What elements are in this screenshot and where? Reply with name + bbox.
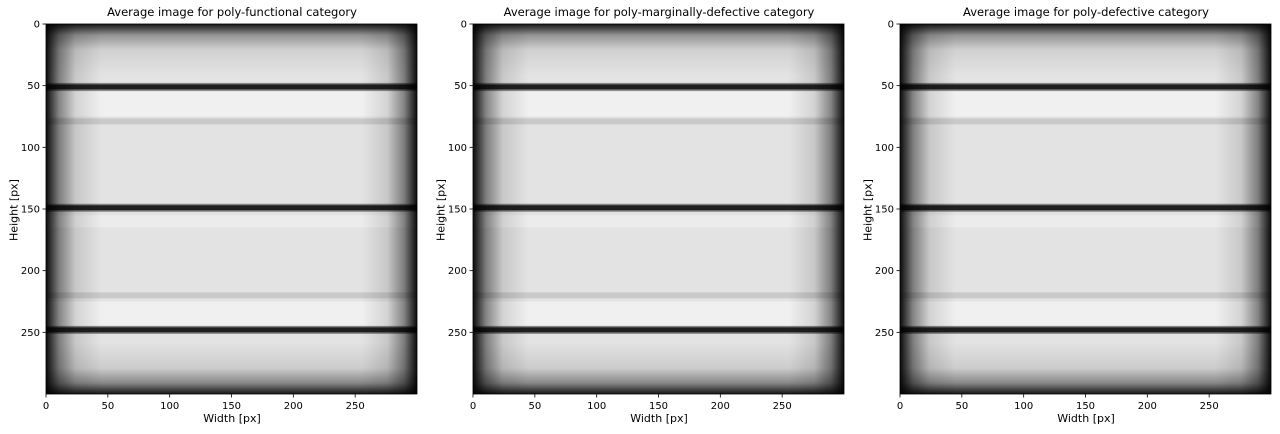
panel-poly-marginally-defective: Average image for poly-marginally-defect… <box>427 0 847 434</box>
x-axis-label: Width [px] <box>203 412 261 425</box>
chart-title: Average image for poly-functional catego… <box>107 5 357 19</box>
panel-poly-defective: Average image for poly-defective categor… <box>854 0 1274 434</box>
edge-vignette-vertical <box>46 24 417 394</box>
x-tick-label: 0 <box>470 401 476 412</box>
y-axis-label: Height [px] <box>7 179 21 241</box>
y-tick-label: 100 <box>21 143 40 154</box>
x-tick-label: 200 <box>711 401 730 412</box>
x-tick-label: 0 <box>897 401 903 412</box>
heatmap-plot: 0 50 100 150 200 250 0 50 100 150 200 250 <box>875 20 1272 412</box>
y-tick-label: 0 <box>888 20 894 31</box>
x-axis-label: Width [px] <box>1057 412 1115 425</box>
x-tick-label: 100 <box>160 401 179 412</box>
x-tick-label: 150 <box>649 401 668 412</box>
y-tick-label: 0 <box>461 20 467 31</box>
x-tick-label: 150 <box>1076 401 1095 412</box>
y-tick-label: 250 <box>448 328 467 339</box>
chart-title: Average image for poly-defective categor… <box>963 5 1209 19</box>
y-tick-label: 150 <box>21 205 40 216</box>
x-axis-label: Width [px] <box>630 412 688 425</box>
y-axis-label: Height [px] <box>434 179 448 241</box>
panel-poly-functional: Average image for poly-functional catego… <box>0 0 420 434</box>
y-tick-label: 200 <box>875 266 894 277</box>
chart-title: Average image for poly-marginally-defect… <box>503 5 815 19</box>
y-tick-label: 50 <box>27 81 40 92</box>
y-tick-label: 150 <box>448 205 467 216</box>
y-axis-label: Height [px] <box>861 179 875 241</box>
y-tick-label: 0 <box>34 20 40 31</box>
y-tick-label: 200 <box>21 266 40 277</box>
heatmap-plot: 0 50 100 150 200 250 0 50 100 150 200 250 <box>21 20 418 412</box>
x-tick-label: 50 <box>101 401 114 412</box>
y-tick-label: 100 <box>875 143 894 154</box>
y-tick-label: 200 <box>448 266 467 277</box>
edge-vignette-vertical <box>473 24 844 394</box>
x-tick-label: 250 <box>1200 401 1219 412</box>
y-tick-label: 50 <box>881 81 894 92</box>
x-tick-label: 0 <box>43 401 49 412</box>
x-tick-label: 100 <box>1014 401 1033 412</box>
y-tick-label: 100 <box>448 143 467 154</box>
y-tick-label: 250 <box>875 328 894 339</box>
x-tick-label: 50 <box>955 401 968 412</box>
x-tick-label: 100 <box>587 401 606 412</box>
heatmap-image <box>46 24 417 394</box>
x-tick-label: 50 <box>528 401 541 412</box>
y-tick-label: 50 <box>454 81 467 92</box>
heatmap-image <box>473 24 844 394</box>
x-tick-label: 250 <box>773 401 792 412</box>
x-tick-label: 200 <box>284 401 303 412</box>
edge-vignette-vertical <box>900 24 1271 394</box>
y-tick-label: 150 <box>875 205 894 216</box>
x-tick-label: 250 <box>346 401 365 412</box>
y-tick-label: 250 <box>21 328 40 339</box>
heatmap-plot: 0 50 100 150 200 250 0 50 100 150 200 250 <box>448 20 845 412</box>
heatmap-image <box>900 24 1271 394</box>
x-tick-label: 150 <box>222 401 241 412</box>
x-tick-label: 200 <box>1138 401 1157 412</box>
